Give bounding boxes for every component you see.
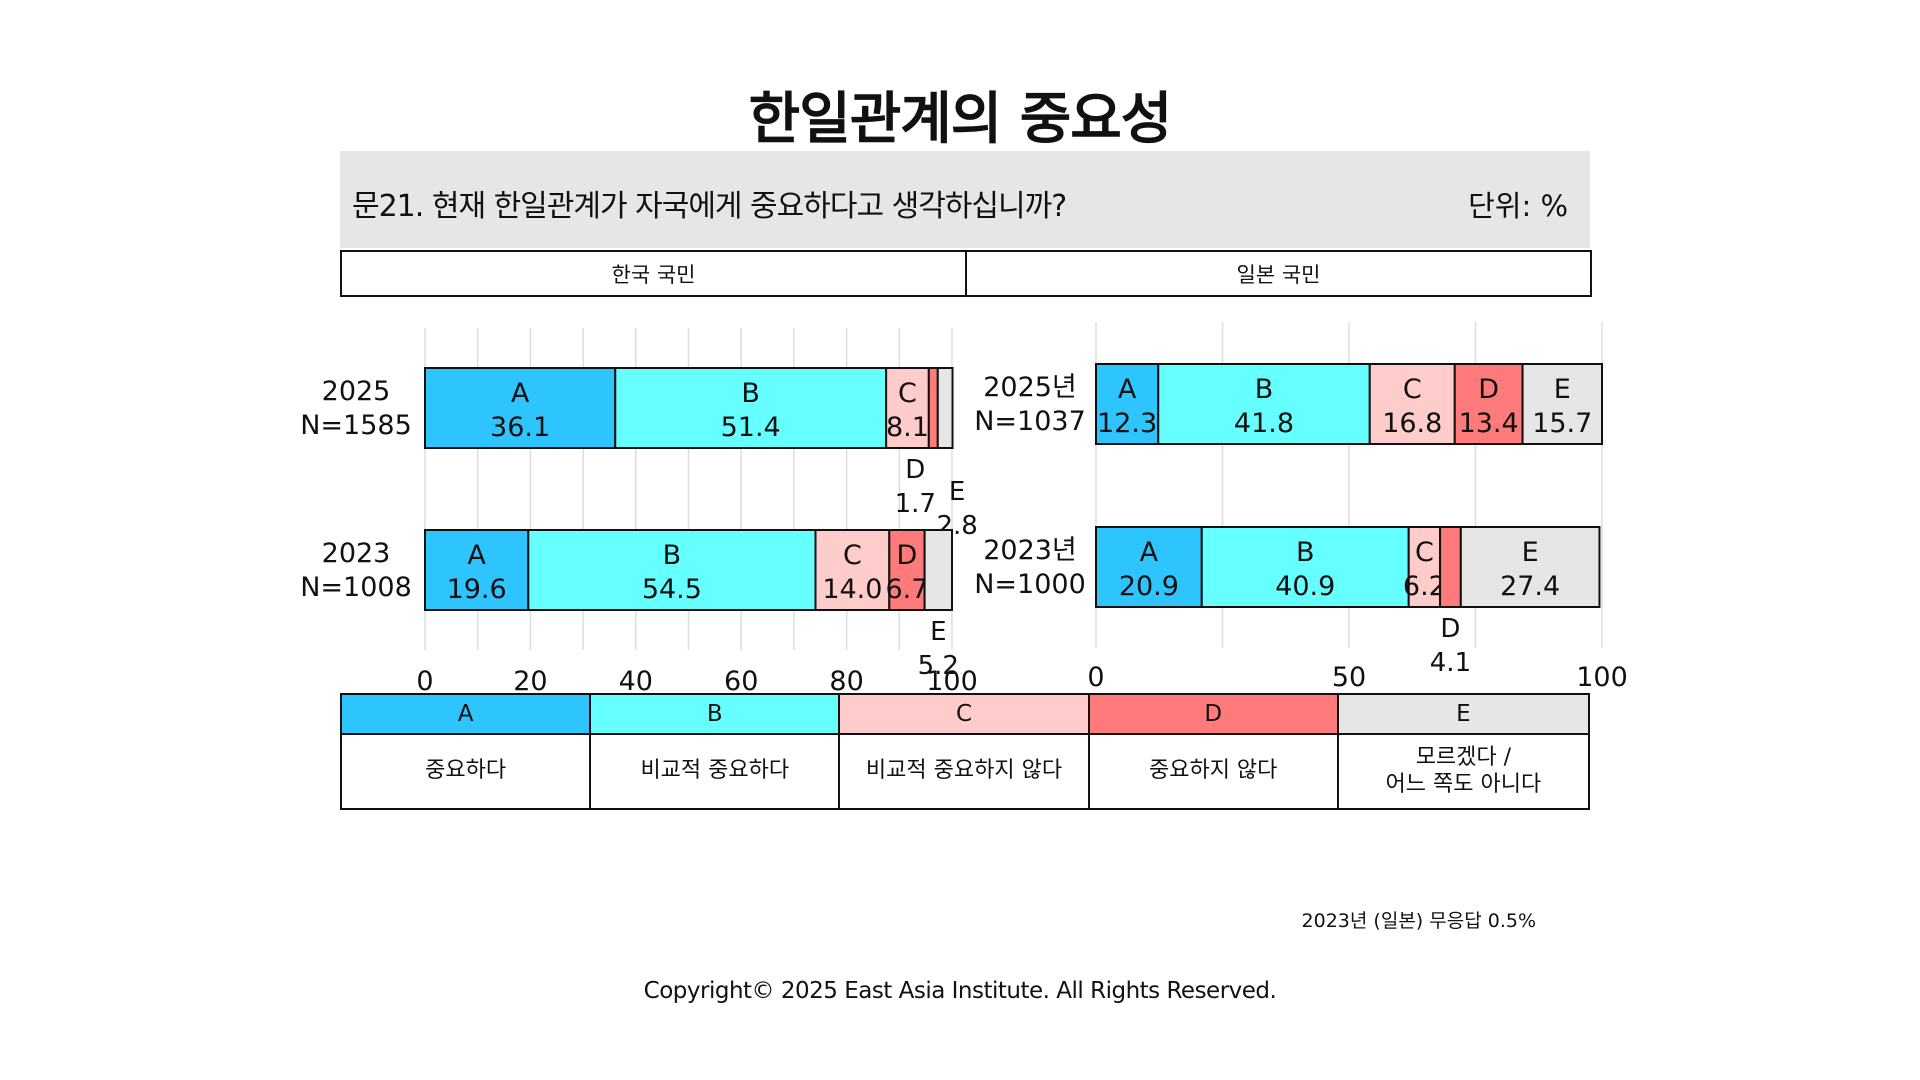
x-tick-label-korea: 60 — [724, 666, 758, 697]
bar-segment-d — [927, 367, 939, 449]
outside-key-e: E — [930, 617, 946, 647]
segment-key-d: D — [897, 540, 918, 571]
bar-segment-e — [1521, 363, 1603, 445]
panel-header-korea: 한국 국민 — [342, 252, 967, 295]
segment-key-c: C — [1415, 537, 1434, 568]
legend-desc-c: 비교적 중요하지 않다 — [840, 735, 1090, 808]
segment-key-d: D — [1478, 374, 1499, 405]
bar-segment-c — [1368, 363, 1456, 445]
segment-value-e: 15.7 — [1532, 408, 1592, 439]
legend-key-a: A — [342, 695, 592, 735]
legend-desc-e: 모르겠다 / 어느 쪽도 아니다 — [1385, 745, 1542, 797]
bar-segment-e — [936, 367, 954, 449]
bar-segment-a — [424, 367, 617, 449]
segment-value-b: 51.4 — [721, 412, 781, 443]
legend-table: A B C D E 중요하다 비교적 중요하다 비교적 중요하지 않다 중요하지… — [340, 693, 1590, 810]
segment-value-a: 36.1 — [490, 412, 550, 443]
legend-key-c: C — [840, 695, 1090, 735]
panel-header-japan: 일본 국민 — [1236, 262, 1321, 287]
segment-key-a: A — [1118, 374, 1137, 405]
outside-value-e: 5.2 — [918, 651, 959, 681]
row-label-n-korea: N=1585 — [300, 410, 412, 441]
row-label-n-japan: N=1000 — [974, 569, 1086, 600]
row-label-n-korea: N=1008 — [300, 572, 412, 603]
question-banner: 문21. 현재 한일관계가 자국에게 중요하다고 생각하십니까? 단위: % — [340, 151, 1590, 248]
bar-segment-c — [814, 529, 891, 611]
bar-segment-b — [1200, 526, 1410, 608]
question-text: 문21. 현재 한일관계가 자국에게 중요하다고 생각하십니까? — [352, 189, 1067, 224]
row-label-year-korea: 2023 — [322, 538, 391, 569]
x-tick-label-korea: 40 — [619, 666, 653, 697]
segment-key-c: C — [1403, 374, 1422, 405]
legend-desc-d: 중요하지 않다 — [1090, 735, 1339, 808]
segment-key-b: B — [741, 378, 760, 409]
bar-segment-e — [923, 529, 954, 611]
outside-key-d: D — [1440, 614, 1460, 644]
segment-value-a: 20.9 — [1119, 571, 1179, 602]
segment-key-a: A — [1140, 537, 1159, 568]
bar-segment-d — [888, 529, 926, 611]
segment-key-a: A — [467, 540, 486, 571]
bar-segment-c — [885, 367, 930, 449]
segment-key-a: A — [511, 378, 530, 409]
legend-key-d: D — [1089, 695, 1339, 735]
x-tick-label-japan: 50 — [1332, 662, 1366, 693]
segment-value-c: 14.0 — [822, 574, 882, 605]
segment-value-d: 13.4 — [1459, 408, 1519, 439]
bar-segment-b — [614, 367, 888, 449]
segment-value-c: 8.1 — [886, 412, 929, 443]
segment-key-e: E — [1522, 537, 1539, 568]
x-tick-label-korea: 100 — [926, 666, 978, 697]
segment-key-b: B — [1296, 537, 1315, 568]
legend-desc-b: 비교적 중요하다 — [591, 735, 841, 808]
legend-key-e: E — [1338, 695, 1588, 735]
segment-value-c: 6.2 — [1403, 571, 1446, 602]
segment-key-c: C — [843, 540, 862, 571]
outside-key-d: D — [905, 455, 925, 485]
segment-value-b: 41.8 — [1234, 408, 1294, 439]
x-tick-label-korea: 80 — [829, 666, 863, 697]
row-label-year-japan: 2025년 — [983, 372, 1077, 403]
segment-value-b: 40.9 — [1275, 571, 1335, 602]
bar-segment-a — [424, 529, 530, 611]
legend-key-b: B — [591, 695, 841, 735]
x-tick-label-korea: 0 — [416, 666, 433, 697]
segment-key-e: E — [1554, 374, 1571, 405]
outside-key-e: E — [949, 477, 965, 507]
segment-key-b: B — [663, 540, 682, 571]
unit-label: 단위: % — [1468, 189, 1568, 223]
row-label-n-japan: N=1037 — [974, 406, 1086, 437]
segment-value-d: 6.7 — [885, 574, 928, 605]
segment-key-c: C — [898, 378, 917, 409]
segment-value-c: 16.8 — [1382, 408, 1442, 439]
row-label-year-japan: 2023년 — [983, 535, 1077, 566]
bar-segment-d — [1439, 526, 1462, 608]
bar-segment-b — [527, 529, 817, 611]
page-title: 한일관계의 중요성 — [748, 87, 1173, 152]
segment-value-e: 27.4 — [1500, 571, 1560, 602]
footnote: 2023년 (일본) 무응답 0.5% — [1301, 910, 1536, 932]
bar-segment-e — [1459, 526, 1601, 608]
x-tick-label-korea: 20 — [513, 666, 547, 697]
legend-desc-a: 중요하다 — [342, 735, 592, 808]
outside-value-d: 4.1 — [1430, 648, 1471, 678]
bar-segment-a — [1095, 363, 1160, 445]
stacked-bar-charts: 0 20 40 60 80 1002025N=1585A36.1B51.4C8.1D1.7… — [300, 322, 1628, 697]
segment-value-b: 54.5 — [642, 574, 702, 605]
x-tick-label-japan: 100 — [1576, 662, 1628, 693]
segment-value-a: 12.3 — [1097, 408, 1157, 439]
bar-segment-d — [1453, 363, 1524, 445]
segment-key-b: B — [1255, 374, 1274, 405]
segment-value-a: 19.6 — [447, 574, 507, 605]
outside-value-d: 1.7 — [895, 489, 936, 519]
panel-header-row: 한국 국민 일본 국민 — [340, 250, 1592, 297]
row-label-year-korea: 2025 — [322, 376, 391, 407]
x-tick-label-japan: 0 — [1087, 662, 1104, 693]
copyright: Copyright© 2025 East Asia Institute. All… — [643, 978, 1277, 1004]
